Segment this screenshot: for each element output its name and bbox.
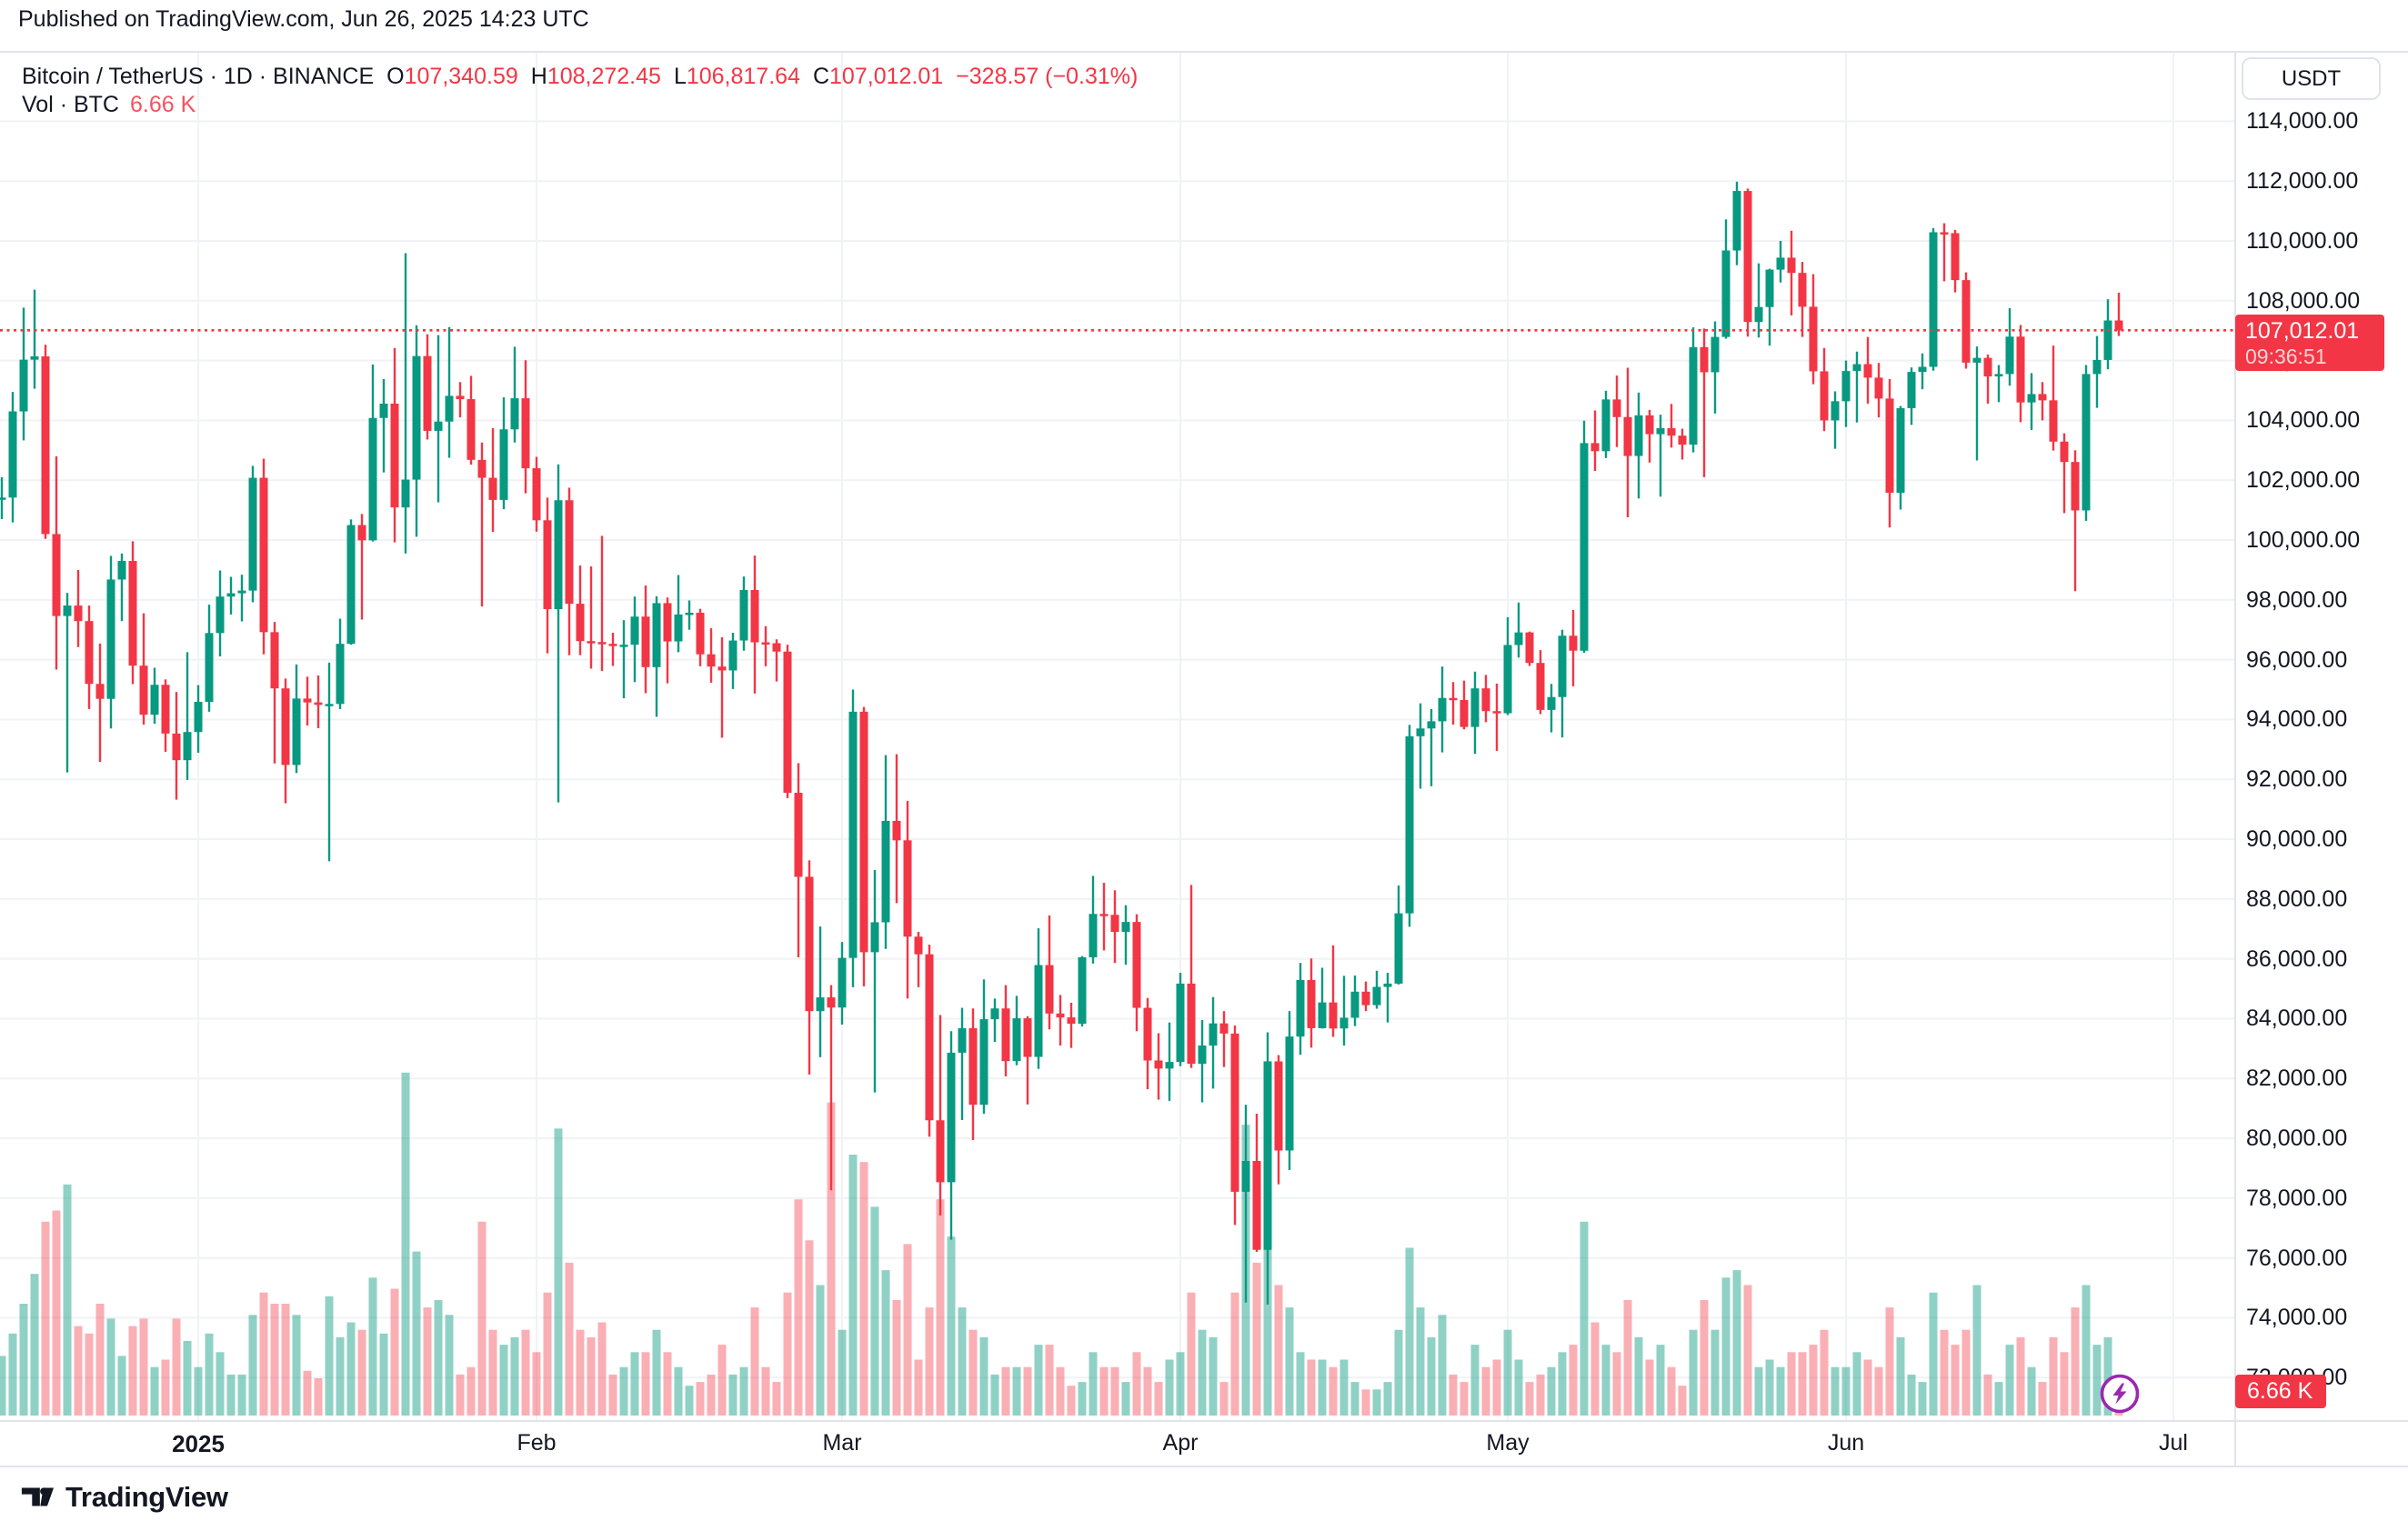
- price-tick-label: 110,000.00: [2246, 228, 2359, 254]
- pane-borders: [0, 51, 2408, 1467]
- change-value: −328.57 (−0.31%): [956, 63, 1139, 89]
- price-tick-label: 80,000.00: [2246, 1126, 2348, 1151]
- price-tick-label: 104,000.00: [2246, 407, 2361, 434]
- close-value: 107,012.01: [829, 63, 944, 89]
- time-axis[interactable]: 2025 Feb Mar Apr May Jun Jul: [0, 1421, 2408, 1466]
- lightning-icon: [2100, 1374, 2140, 1414]
- time-tick-label: Jun: [1827, 1430, 1865, 1456]
- high-value: 108,272.45: [547, 63, 661, 89]
- price-tick-label: 78,000.00: [2246, 1185, 2348, 1211]
- price-tick-label: 88,000.00: [2246, 886, 2348, 912]
- last-price-badge: 107,012.01 09:36:51: [2235, 315, 2384, 371]
- price-tick-label: 86,000.00: [2246, 946, 2348, 972]
- price-tick-label: 98,000.00: [2246, 586, 2348, 613]
- tradingview-logo-text: TradingView: [65, 1481, 228, 1513]
- price-tick-label: 90,000.00: [2246, 826, 2348, 852]
- time-tick-label: Feb: [517, 1430, 557, 1456]
- lightning-marker[interactable]: [2099, 1373, 2141, 1415]
- high-label: H: [530, 63, 547, 89]
- price-tick-label: 96,000.00: [2246, 646, 2348, 673]
- low-label: L: [673, 63, 687, 89]
- price-tick-label: 114,000.00: [2246, 108, 2359, 135]
- volume-bars: [0, 1072, 2123, 1416]
- volume-label: Vol · BTC: [22, 91, 119, 117]
- close-label: C: [812, 63, 830, 89]
- volume-value: 6.66 K: [129, 91, 196, 117]
- bar-countdown: 09:36:51: [2245, 345, 2327, 368]
- price-tick-label: 94,000.00: [2246, 706, 2348, 733]
- time-tick-label: 2025: [172, 1430, 225, 1457]
- symbol-title: Bitcoin / TetherUS · 1D · BINANCE: [22, 63, 375, 89]
- published-caption: Published on TradingView.com, Jun 26, 20…: [18, 6, 589, 32]
- price-tick-label: 102,000.00: [2246, 467, 2361, 494]
- price-axis[interactable]: 114,000.00 112,000.00 110,000.00 108,000.00…: [2235, 52, 2408, 1466]
- currency-toggle-button[interactable]: USDT: [2242, 57, 2381, 100]
- time-tick-label: Apr: [1162, 1430, 1199, 1456]
- volume-legend: Vol · BTC 6.66 K: [22, 91, 196, 118]
- last-price-value: 107,012.01: [2245, 318, 2360, 344]
- price-tick-label: 82,000.00: [2246, 1066, 2348, 1092]
- low-value: 106,817.64: [686, 63, 800, 89]
- price-tick-label: 92,000.00: [2246, 766, 2348, 793]
- tradingview-branding[interactable]: TradingView: [20, 1480, 228, 1515]
- gridlines: [0, 52, 2235, 1421]
- price-tick-label: 74,000.00: [2246, 1305, 2348, 1331]
- volume-axis-badge: 6.66 K: [2235, 1375, 2326, 1408]
- price-tick-label: 108,000.00: [2246, 287, 2361, 314]
- time-tick-label: May: [1486, 1430, 1530, 1456]
- open-label: O: [386, 63, 405, 89]
- price-tick-label: 84,000.00: [2246, 1006, 2348, 1032]
- tradingview-logo-icon: [21, 1487, 55, 1506]
- symbol-legend: Bitcoin / TetherUS · 1D · BINANCE O107,3…: [22, 63, 1138, 90]
- price-tick-label: 112,000.00: [2246, 168, 2359, 195]
- time-tick-label: Jul: [2159, 1430, 2188, 1456]
- candles: [0, 181, 2123, 1305]
- price-tick-label: 76,000.00: [2246, 1245, 2348, 1271]
- open-value: 107,340.59: [404, 63, 518, 89]
- price-tick-label: 100,000.00: [2246, 527, 2361, 553]
- time-tick-label: Mar: [822, 1430, 862, 1456]
